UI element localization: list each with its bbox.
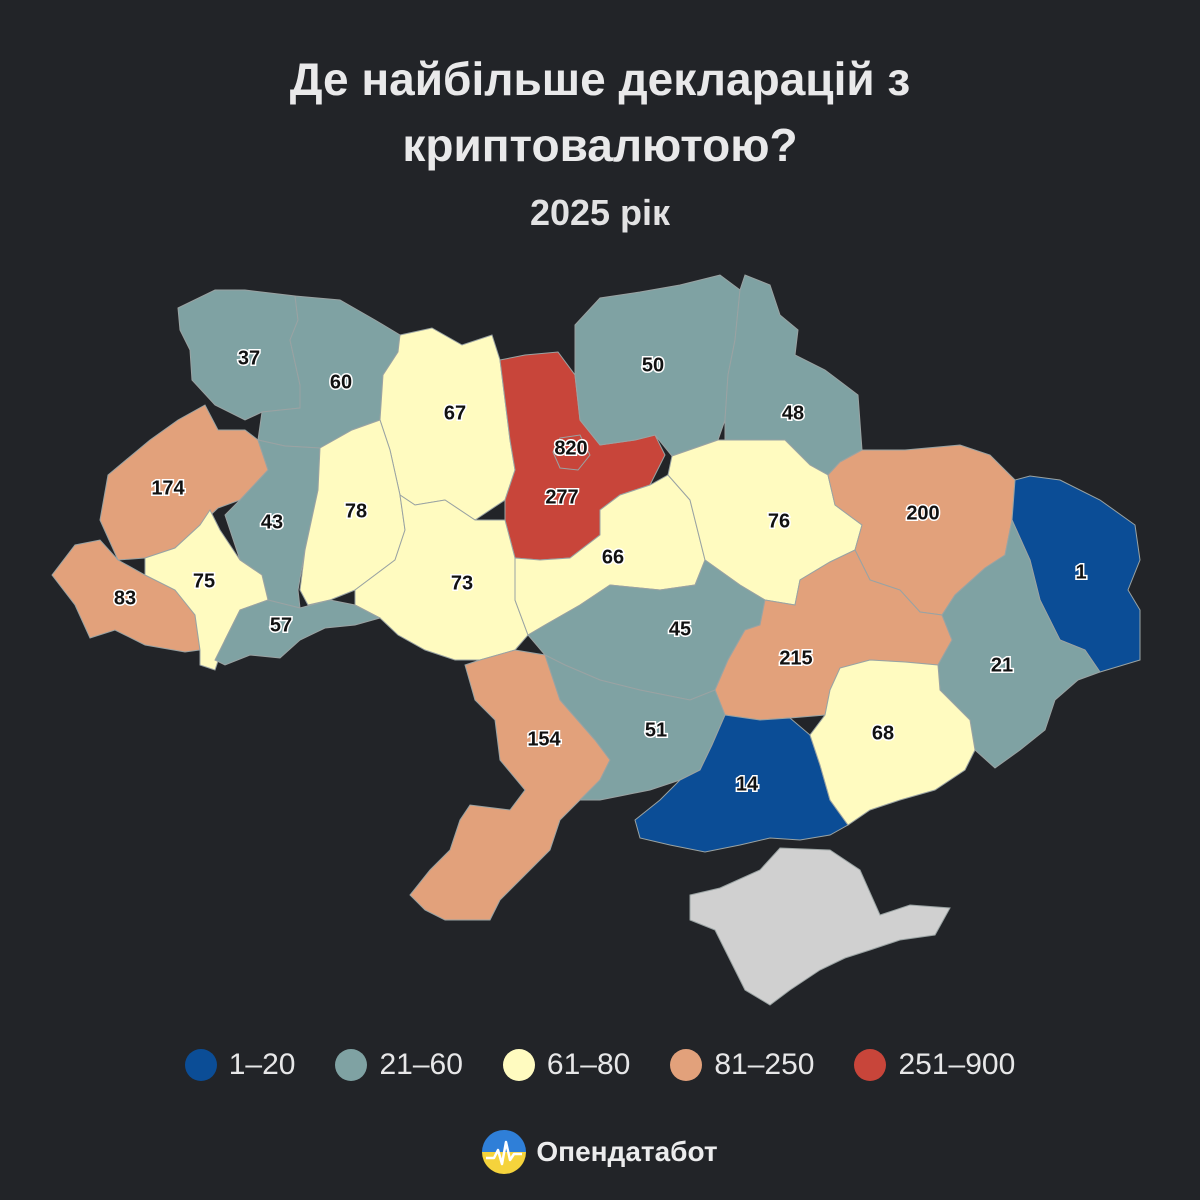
label-chernihiv: 50 — [642, 354, 664, 376]
region-vinnytsia[interactable] — [354, 493, 529, 661]
region-kyiv-city[interactable] — [552, 434, 591, 471]
label-rivne: 60 — [330, 371, 352, 393]
label-chernivtsi: 57 — [270, 614, 292, 636]
legend-label: 251–900 — [898, 1048, 1016, 1081]
label-poltava: 76 — [768, 510, 790, 532]
label-kharkiv: 200 — [906, 502, 939, 524]
legend-swatch — [670, 1049, 703, 1081]
labels-layer: 37 60 67 820 277 50 48 174 43 78 73 66 7… — [112, 346, 1088, 797]
label-odesa: 154 — [527, 728, 561, 750]
brand-name: Опендатабот — [536, 1136, 718, 1167]
legend-item-61-80: 61–80 — [502, 1048, 631, 1082]
page-subtitle: 2025 рік — [529, 192, 671, 233]
region-crimea — [689, 847, 951, 1006]
brand: Опендатабот — [0, 1130, 1200, 1174]
label-kyiv-city: 820 — [554, 437, 587, 459]
region-zhytomyr[interactable] — [379, 327, 516, 521]
legend-item-1-20: 1–20 — [184, 1048, 296, 1082]
label-kyiv-oblast: 277 — [545, 486, 578, 508]
legend-swatch — [854, 1049, 887, 1081]
legend-swatch — [184, 1049, 217, 1081]
label-vinnytsia: 73 — [451, 572, 473, 594]
label-zaporizhzhia: 68 — [872, 722, 894, 744]
legend-swatch — [335, 1049, 368, 1081]
region-zaporizhzhia[interactable] — [809, 659, 976, 826]
label-zhytomyr: 67 — [444, 402, 466, 424]
legend-label: 1–20 — [228, 1048, 296, 1081]
label-sumy: 48 — [782, 402, 804, 424]
legend: 1–20 21–60 61–80 81–250 251–900 — [0, 1048, 1200, 1082]
legend-label: 61–80 — [546, 1048, 631, 1081]
label-donetsk: 21 — [991, 654, 1013, 676]
region-chernivtsi[interactable] — [214, 599, 382, 666]
legend-item-21-60: 21–60 — [335, 1048, 463, 1082]
label-ivano-frankivsk: 75 — [193, 570, 215, 592]
label-mykolaiv: 51 — [645, 719, 667, 741]
label-kherson: 14 — [736, 773, 759, 795]
label-kirovohrad: 45 — [669, 618, 691, 640]
regions-layer — [51, 274, 1141, 1006]
legend-label: 21–60 — [379, 1048, 463, 1081]
legend-item-81-250: 81–250 — [670, 1048, 814, 1082]
label-volyn: 37 — [238, 347, 260, 369]
legend-label: 81–250 — [714, 1048, 815, 1081]
label-dnipropetrovsk: 215 — [779, 647, 812, 669]
legend-swatch — [502, 1049, 535, 1081]
label-cherkasy: 66 — [602, 546, 624, 568]
label-zakarpattia: 83 — [114, 587, 136, 609]
label-khmelnytskyi: 78 — [345, 500, 367, 522]
opendatabot-logo-icon — [482, 1130, 527, 1174]
label-lviv: 174 — [151, 477, 185, 499]
legend-item-251-900: 251–900 — [854, 1048, 1015, 1082]
label-ternopil: 43 — [261, 511, 283, 533]
page-title: Де найбільше декларацій з криптовалютою? — [289, 53, 911, 171]
label-luhansk: 1 — [1075, 561, 1086, 583]
